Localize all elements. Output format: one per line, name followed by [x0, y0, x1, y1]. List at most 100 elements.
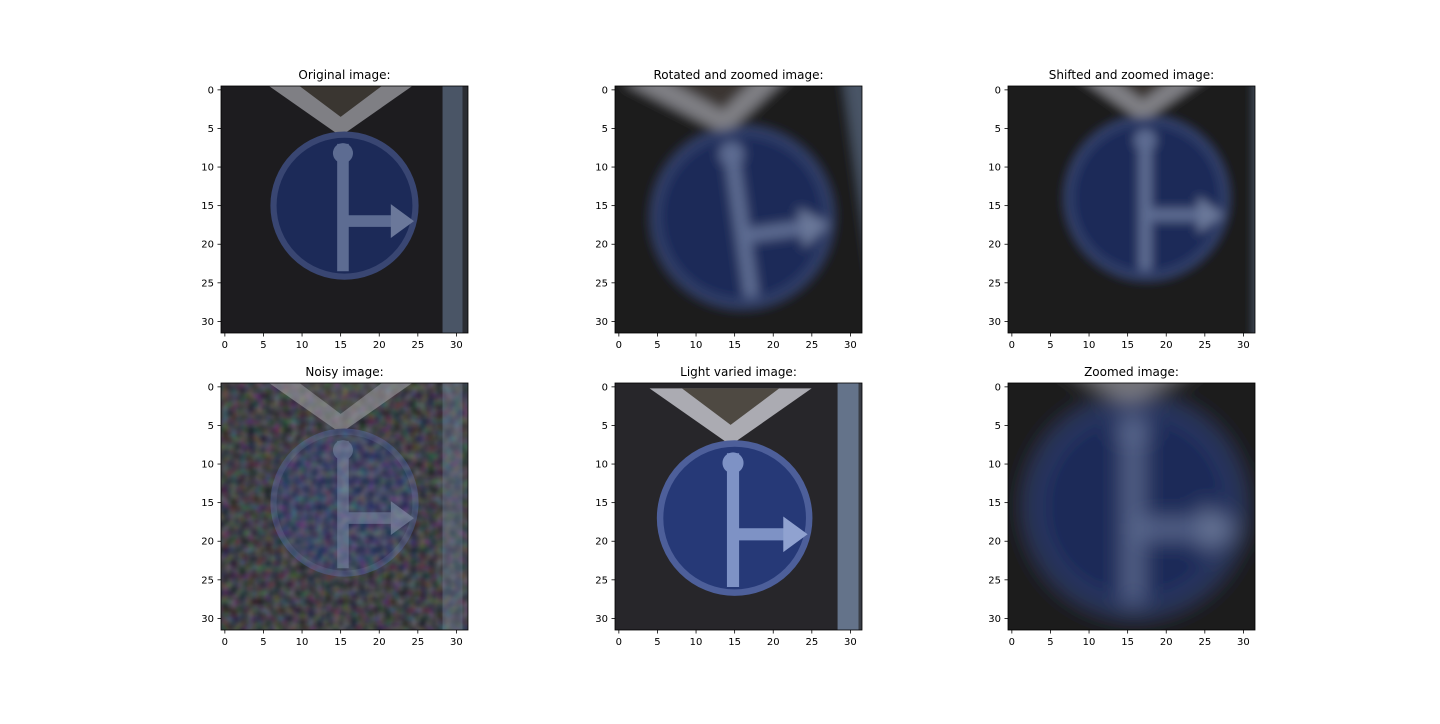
- x-tick-label: 25: [805, 340, 818, 351]
- y-tick-label: 10: [595, 163, 608, 174]
- axes-frame: [220, 85, 469, 334]
- y-tick-label: 5: [995, 421, 1001, 432]
- x-tick-label: 0: [616, 637, 622, 648]
- sign-arrow-top: [1118, 415, 1148, 445]
- x-tick-label: 5: [1047, 340, 1053, 351]
- y-tick-label: 30: [988, 614, 1001, 625]
- x-tick-label: 10: [690, 637, 703, 648]
- y-tick-label: 15: [595, 498, 608, 509]
- x-tick-label: 20: [767, 340, 780, 351]
- y-tick-label: 20: [201, 537, 214, 548]
- y-tick-label: 15: [595, 201, 608, 212]
- x-tick-label: 15: [1121, 340, 1134, 351]
- y-tick-label: 15: [201, 201, 214, 212]
- y-tick-label: 30: [595, 317, 608, 328]
- y-tick-label: 30: [988, 317, 1001, 328]
- y-tick-label: 5: [208, 124, 214, 135]
- y-tick-label: 30: [201, 317, 214, 328]
- scene: [221, 383, 468, 630]
- y-tick-label: 5: [602, 124, 608, 135]
- y-tick-label: 20: [988, 537, 1001, 548]
- pole: [442, 86, 463, 333]
- x-tick-label: 10: [296, 637, 309, 648]
- y-tick-label: 5: [602, 421, 608, 432]
- pole-edge: [1307, 316, 1320, 719]
- axes-frame: [1007, 382, 1256, 631]
- pole-edge: [1277, 54, 1287, 360]
- yield-sign-inner: [299, 86, 382, 117]
- image: [1008, 316, 1320, 719]
- image: [615, 86, 862, 333]
- y-tick-label: 25: [201, 278, 214, 289]
- scene: [615, 86, 862, 333]
- y-tick-label: 0: [995, 85, 1001, 96]
- sign-arrow-head: [390, 204, 414, 239]
- y-tick-label: 20: [595, 240, 608, 251]
- x-tick-label: 30: [450, 340, 463, 351]
- y-tick-label: 20: [595, 537, 608, 548]
- axes-frame: [614, 85, 863, 334]
- image: [615, 383, 862, 630]
- sign-arrow-top: [722, 452, 744, 474]
- x-tick-label: 20: [1160, 340, 1173, 351]
- axes-title: Zoomed image:: [1084, 365, 1179, 379]
- axes-frame: [614, 382, 863, 631]
- pole: [838, 86, 862, 333]
- y-tick-label: 25: [988, 575, 1001, 586]
- x-tick-label: 25: [1198, 340, 1211, 351]
- pole-edge: [462, 383, 468, 630]
- y-tick-label: 25: [595, 278, 608, 289]
- x-tick-label: 30: [1237, 637, 1250, 648]
- sign-arrow-head: [1202, 504, 1237, 554]
- sign-arrow: [1138, 129, 1203, 271]
- sign-arrow-head: [798, 207, 829, 249]
- x-tick-label: 10: [1083, 340, 1096, 351]
- x-tick-label: 20: [373, 340, 386, 351]
- yield-sign-inner: [1123, 86, 1162, 101]
- sign-arrow: [337, 440, 395, 569]
- axes-title: Light varied image:: [680, 365, 797, 379]
- pole: [1254, 86, 1255, 333]
- x-tick-label: 0: [1009, 340, 1015, 351]
- y-tick-label: 10: [988, 460, 1001, 471]
- x-tick-label: 0: [222, 637, 228, 648]
- x-tick-label: 15: [334, 340, 347, 351]
- y-tick-label: 0: [995, 382, 1001, 393]
- y-tick-label: 15: [988, 498, 1001, 509]
- image: [1008, 54, 1287, 360]
- x-tick-label: 25: [1198, 637, 1211, 648]
- x-tick-label: 0: [616, 340, 622, 351]
- sign-arrow-head: [783, 516, 808, 553]
- y-tick-label: 30: [595, 614, 608, 625]
- x-tick-label: 15: [728, 637, 741, 648]
- scene: [221, 86, 468, 333]
- x-tick-label: 30: [844, 340, 857, 351]
- y-tick-label: 5: [995, 124, 1001, 135]
- sign-arrow: [337, 143, 395, 272]
- sign-arrow-top: [332, 143, 353, 164]
- yield-sign: [1097, 383, 1163, 406]
- y-tick-label: 10: [988, 163, 1001, 174]
- y-tick-label: 30: [201, 614, 214, 625]
- pole: [837, 383, 859, 630]
- sign-arrow-top: [1134, 129, 1157, 152]
- x-tick-label: 20: [767, 637, 780, 648]
- x-tick-label: 5: [654, 637, 660, 648]
- x-tick-label: 0: [222, 340, 228, 351]
- x-tick-label: 25: [411, 637, 424, 648]
- x-tick-label: 30: [1237, 340, 1250, 351]
- sign-arrow-top: [719, 141, 744, 167]
- scene: [615, 383, 862, 630]
- y-tick-label: 10: [201, 460, 214, 471]
- x-tick-label: 10: [690, 340, 703, 351]
- x-tick-label: 25: [805, 637, 818, 648]
- y-tick-label: 10: [595, 460, 608, 471]
- axes-title: Shifted and zoomed image:: [1049, 68, 1214, 82]
- y-tick-label: 25: [988, 278, 1001, 289]
- y-tick-label: 0: [602, 382, 608, 393]
- x-tick-label: 30: [844, 637, 857, 648]
- x-tick-label: 10: [296, 340, 309, 351]
- x-tick-label: 20: [1160, 637, 1173, 648]
- x-tick-label: 20: [373, 637, 386, 648]
- x-tick-label: 30: [450, 637, 463, 648]
